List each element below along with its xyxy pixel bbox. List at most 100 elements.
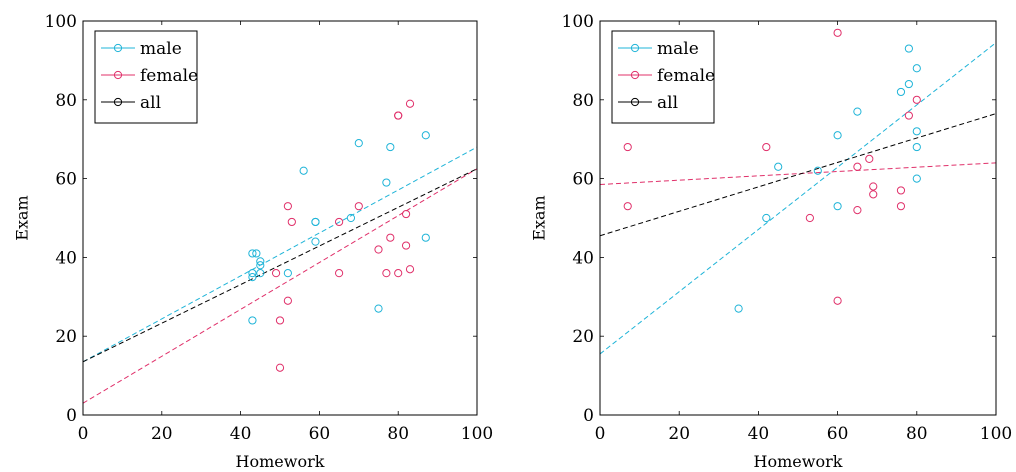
point-female <box>853 206 862 215</box>
point-male <box>774 162 783 171</box>
point-male <box>252 249 261 258</box>
point-male <box>248 273 257 282</box>
point-male <box>421 131 430 140</box>
point-female <box>283 296 292 305</box>
point-male <box>283 269 292 278</box>
point-female <box>805 213 814 223</box>
legend-box <box>611 30 715 124</box>
x-tick-label: 0 <box>595 424 606 444</box>
y-tick-label: 100 <box>45 12 77 32</box>
x-tick-label: 20 <box>668 424 690 444</box>
point-male <box>248 269 257 278</box>
point-male <box>374 304 383 313</box>
legend-marker-male <box>113 43 123 53</box>
legend-marker-female <box>630 70 640 80</box>
point-male <box>912 142 921 152</box>
point-female <box>762 142 771 152</box>
y-tick-label: 0 <box>66 406 77 426</box>
point-male <box>248 316 257 325</box>
x-tick-label: 100 <box>461 424 493 444</box>
y-tick-label: 40 <box>572 248 594 268</box>
point-female <box>405 265 415 274</box>
x-axis-title: Homework <box>236 452 325 471</box>
fit-line-female <box>83 168 477 404</box>
point-male <box>421 233 430 242</box>
legend-label-female: female <box>657 66 715 86</box>
point-female <box>623 142 632 152</box>
point-female <box>623 202 632 211</box>
point-male <box>256 261 265 270</box>
point-female <box>386 233 395 242</box>
point-female <box>896 202 906 211</box>
y-tick-label: 80 <box>572 91 594 111</box>
point-male <box>853 107 862 116</box>
point-female <box>394 111 403 120</box>
y-axis-title: Exam <box>530 195 549 240</box>
legend-marker-all <box>630 97 640 107</box>
x-tick-label: 60 <box>309 424 331 444</box>
x-axis-title: Homework <box>754 452 843 471</box>
x-tick-label: 0 <box>78 424 89 444</box>
point-male <box>346 213 356 223</box>
point-male <box>386 142 395 152</box>
point-female <box>896 186 906 195</box>
x-tick-label: 40 <box>748 424 770 444</box>
point-male <box>256 269 265 278</box>
fit-line-all <box>83 168 477 363</box>
legend-label-male: male <box>657 39 699 59</box>
x-tick-label: 80 <box>387 424 409 444</box>
y-tick-label: 20 <box>572 327 594 347</box>
right-scatter-panel: 0 20 40 60 80 100 0 20 40 60 80 100 Homework Exam male… <box>530 12 1013 471</box>
point-female <box>382 269 391 278</box>
point-female <box>335 269 344 278</box>
point-male <box>904 44 913 53</box>
fit-line-male <box>600 42 996 355</box>
x-tick-label: 40 <box>230 424 252 444</box>
y-tick-label: 60 <box>572 170 594 190</box>
point-female <box>869 182 878 191</box>
legend-label-female: female <box>140 66 198 86</box>
plot-frame <box>599 20 997 416</box>
point-female <box>401 241 411 250</box>
point-female <box>833 296 842 305</box>
point-male <box>299 166 308 175</box>
point-male <box>912 127 921 136</box>
point-male <box>912 174 921 183</box>
x-tick-label: 100 <box>980 424 1012 444</box>
y-tick-label: 40 <box>55 248 77 268</box>
point-male <box>912 64 921 73</box>
legend-box <box>94 30 198 124</box>
point-male <box>904 79 913 89</box>
point-female <box>912 95 921 104</box>
legend-marker-female <box>113 70 123 80</box>
legend: male female all <box>94 30 198 124</box>
y-tick-label: 0 <box>583 406 594 426</box>
point-female <box>275 363 285 372</box>
x-tick-label: 60 <box>827 424 849 444</box>
y-tick-label: 20 <box>55 327 77 347</box>
point-female <box>271 269 281 278</box>
plot-frame <box>82 20 478 416</box>
point-male <box>833 131 842 140</box>
left-scatter-panel: 0 20 40 60 80 100 0 20 40 60 80 100 Homework Exam male… <box>13 12 494 471</box>
point-male <box>833 202 842 211</box>
point-female <box>401 209 411 219</box>
point-female <box>904 111 913 120</box>
point-male <box>813 166 822 175</box>
point-male <box>382 178 391 187</box>
point-male <box>248 249 257 258</box>
point-male <box>311 237 320 246</box>
point-female <box>335 217 344 227</box>
point-female <box>865 154 874 163</box>
point-female <box>853 162 862 171</box>
point-female <box>283 202 292 211</box>
point-female <box>405 99 415 108</box>
legend-label-all: all <box>140 93 161 113</box>
legend-label-male: male <box>140 39 182 59</box>
point-male <box>311 217 320 227</box>
y-axis-title: Exam <box>13 195 32 240</box>
point-female <box>869 190 878 199</box>
legend-marker-all <box>113 97 123 107</box>
point-female <box>354 202 363 211</box>
